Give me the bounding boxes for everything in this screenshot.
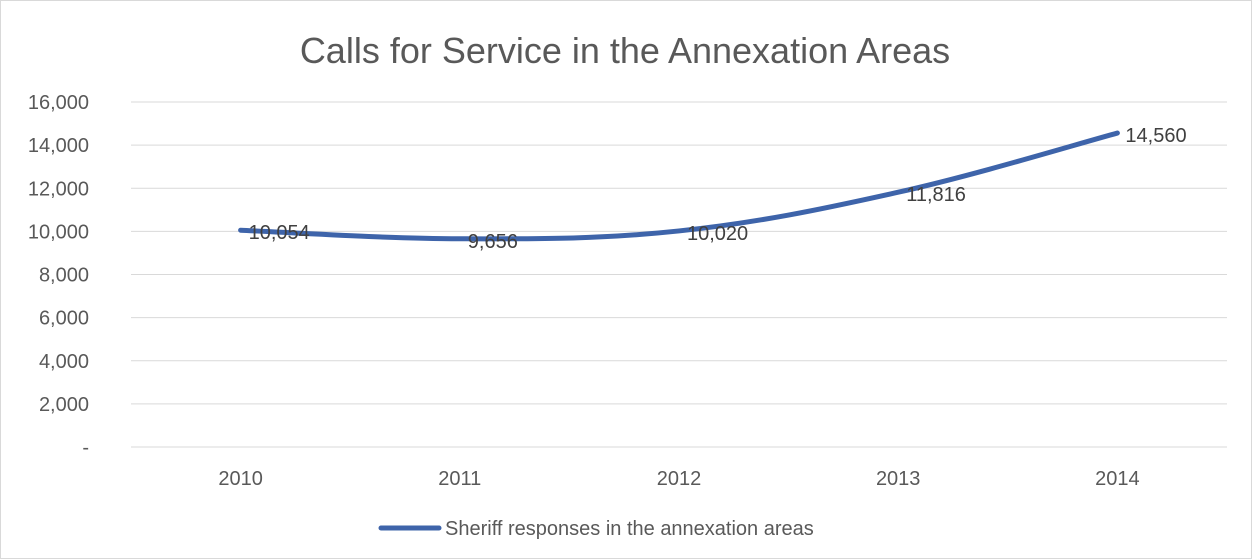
y-tick-label: 10,000 [28, 221, 89, 243]
y-tick-label: 2,000 [39, 394, 89, 416]
x-axis-ticks: 2010 2011 2012 2013 2014 [218, 468, 1139, 490]
x-tick-label: 2012 [657, 468, 702, 490]
data-label: 11,816 [906, 184, 966, 206]
x-tick-label: 2013 [876, 468, 921, 490]
data-label: 14,560 [1125, 125, 1186, 147]
y-tick-label: - [82, 437, 89, 459]
chart-title: Calls for Service in the Annexation Area… [300, 30, 950, 71]
x-tick-label: 2014 [1095, 468, 1140, 490]
series-layer [238, 130, 1120, 242]
y-axis-ticks: - 2,000 4,000 6,000 8,000 10,000 12,000 14,000 1… [28, 92, 89, 459]
x-tick-label: 2011 [438, 468, 481, 490]
x-tick-label: 2010 [218, 468, 263, 490]
y-tick-label: 14,000 [28, 135, 89, 157]
data-label: 9,656 [468, 231, 518, 253]
y-tick-label: 12,000 [28, 178, 89, 200]
data-label: 10,020 [687, 223, 748, 245]
data-labels: 10,054 9,656 10,020 11,816 14,560 [249, 125, 1187, 253]
y-tick-label: 8,000 [39, 265, 89, 287]
y-tick-label: 4,000 [39, 351, 89, 373]
gridlines [131, 101, 1227, 448]
data-label: 10,054 [249, 222, 310, 244]
y-tick-label: 6,000 [39, 308, 89, 330]
legend-label: Sheriff responses in the annexation area… [445, 518, 814, 540]
legend: Sheriff responses in the annexation area… [378, 518, 814, 540]
y-tick-label: 16,000 [28, 92, 89, 114]
series-line [238, 130, 1120, 242]
